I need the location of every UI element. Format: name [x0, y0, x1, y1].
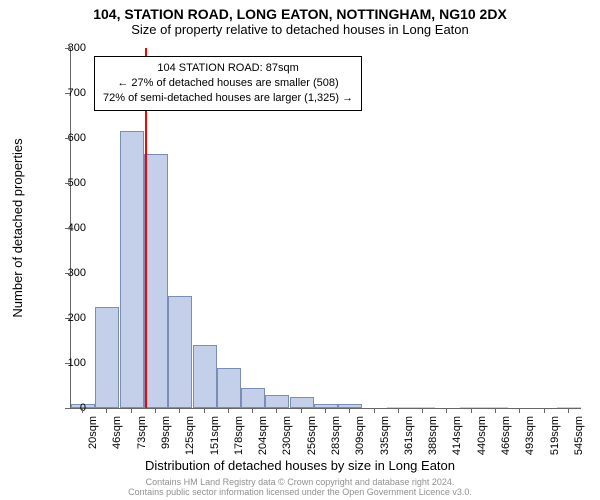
- callout-line-3: 72% of semi-detached houses are larger (…: [103, 91, 353, 106]
- x-tick-label: 545sqm: [573, 416, 585, 455]
- x-tick-label: 151sqm: [209, 416, 221, 455]
- x-tick-label: 283sqm: [330, 416, 342, 455]
- bar: [290, 397, 314, 408]
- x-tick-label: 466sqm: [500, 416, 512, 455]
- callout-line-1: 104 STATION ROAD: 87sqm: [103, 61, 353, 76]
- x-tick-label: 388sqm: [427, 416, 439, 455]
- bar: [314, 404, 338, 409]
- chart-title-main: 104, STATION ROAD, LONG EATON, NOTTINGHA…: [0, 0, 600, 22]
- bar: [387, 407, 411, 408]
- x-tick-label: 414sqm: [451, 416, 463, 455]
- x-tick-label: 519sqm: [549, 416, 561, 455]
- bar: [144, 154, 168, 408]
- chart-title-sub: Size of property relative to detached ho…: [0, 22, 600, 39]
- x-tick-label: 204sqm: [257, 416, 269, 455]
- bar: [265, 395, 289, 409]
- bar: [193, 345, 217, 408]
- callout-line-2: ← 27% of detached houses are smaller (50…: [103, 76, 353, 91]
- callout-box: 104 STATION ROAD: 87sqm ← 27% of detache…: [94, 56, 362, 111]
- y-axis-label: Number of detached properties: [10, 49, 25, 228]
- x-tick-label: 309sqm: [354, 416, 366, 455]
- footer-credits: Contains HM Land Registry data © Crown c…: [0, 478, 600, 498]
- bar: [168, 296, 192, 409]
- x-tick-label: 178sqm: [233, 416, 245, 455]
- x-tick-label: 256sqm: [306, 416, 318, 455]
- x-tick-label: 125sqm: [184, 416, 196, 455]
- x-tick-label: 46sqm: [111, 416, 123, 449]
- bar: [217, 368, 241, 409]
- bar: [338, 404, 362, 409]
- x-tick-label: 230sqm: [281, 416, 293, 455]
- bar: [411, 407, 435, 408]
- bar: [241, 388, 265, 408]
- chart-container: 104, STATION ROAD, LONG EATON, NOTTINGHA…: [0, 0, 600, 500]
- x-axis-label: Distribution of detached houses by size …: [0, 458, 600, 473]
- x-tick-label: 73sqm: [136, 416, 148, 449]
- bar: [557, 407, 581, 408]
- x-tick-label: 493sqm: [524, 416, 536, 455]
- x-tick-label: 20sqm: [87, 416, 99, 449]
- bar: [95, 307, 119, 408]
- x-tick-label: 440sqm: [476, 416, 488, 455]
- x-tick-label: 99sqm: [160, 416, 172, 449]
- footer-line-2: Contains public sector information licen…: [0, 488, 600, 498]
- x-tick-label: 335sqm: [379, 416, 391, 455]
- x-tick-label: 361sqm: [403, 416, 415, 455]
- bar: [460, 407, 484, 408]
- bar: [484, 407, 508, 408]
- bar: [120, 131, 144, 408]
